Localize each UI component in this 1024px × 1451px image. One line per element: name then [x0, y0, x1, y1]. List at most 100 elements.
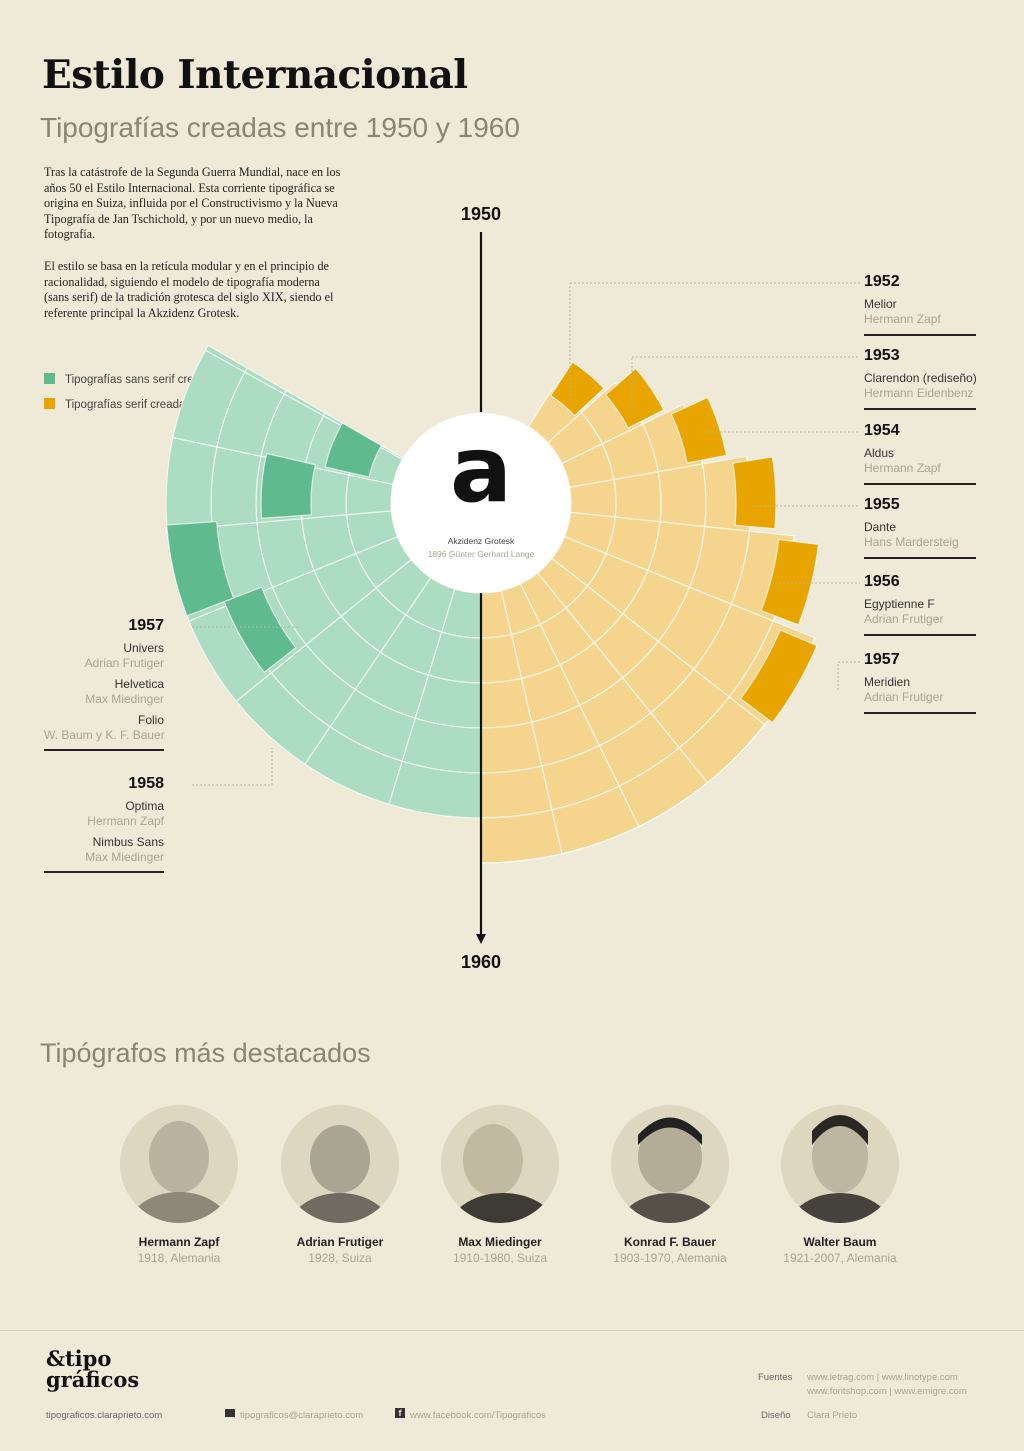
entry-author: Max Miedinger [85, 692, 164, 706]
portrait-silhouette [289, 1125, 391, 1223]
entry-author: Adrian Frutiger [864, 612, 944, 626]
entry-font-name: Melior [864, 297, 897, 311]
entry-year: 1955 [864, 496, 900, 513]
serif-year-wedge [760, 538, 820, 626]
entry-font-name: Nimbus Sans [92, 835, 164, 849]
center-font-name: Akzidenz Grotesk [447, 536, 515, 546]
sans-year-wedge [166, 520, 235, 617]
entry-font-name: Univers [123, 641, 164, 655]
entry-author: Hans Mardersteig [864, 535, 959, 549]
intro-paragraph-1: Tras la catástrofe de la Segunda Guerra … [44, 165, 341, 242]
footer-facebook-link[interactable]: www.facebook.com/Tipograficos [410, 1410, 546, 1421]
sans-year-wedge [324, 422, 383, 478]
footer-divider [0, 1330, 1024, 1331]
serif-entry-1956: 1956 Egyptienne F Adrian Frutiger [864, 573, 976, 636]
footer-site-link[interactable]: tipograficos.claraprieto.com [46, 1410, 163, 1421]
designer-info: 1910-1980, Suiza [452, 1251, 548, 1265]
leader-lines-group [192, 282, 860, 786]
intro-paragraph-2: El estilo se basa en la retícula modular… [44, 259, 334, 320]
entry-font-name: Optima [125, 799, 164, 813]
serif-entry-1952: 1952 Melior Hermann Zapf [864, 273, 976, 336]
entry-font-name: Aldus [864, 446, 895, 460]
designer-card: Hermann Zapf 1918, Alemania [99, 1105, 259, 1265]
entry-author: Hermann Eidenbenz [864, 386, 974, 400]
entry-font-name: Folio [137, 713, 164, 727]
portrait-silhouette [617, 1117, 723, 1223]
designer-info: 1928, Suiza [308, 1251, 372, 1265]
entry-author: Hermann Zapf [864, 312, 941, 326]
serif-year-wedge [670, 396, 728, 464]
portrait-image [441, 1105, 559, 1223]
page-subtitle: Tipografías creadas entre 1950 y 1960 [40, 112, 520, 143]
timeline-end-label: 1960 [460, 952, 502, 972]
designer-name: Max Miedinger [458, 1235, 542, 1249]
portrait-image [611, 1105, 729, 1223]
designer-info: 1918, Alemania [137, 1251, 221, 1265]
serif-entry-1954: 1954 Aldus Hermann Zapf [864, 422, 976, 485]
center-font-info: 1896 Günter Gerhard Lange [427, 549, 535, 559]
entry-font-name: Dante [864, 520, 897, 534]
facebook-icon: f [395, 1408, 405, 1418]
designer-card: Max Miedinger 1910-1980, Suiza [420, 1105, 580, 1265]
radial-timeline-chart [165, 232, 860, 944]
portrait-image [120, 1105, 238, 1223]
entry-font-name: Helvetica [114, 677, 164, 691]
footer-design-label: Diseño [761, 1410, 791, 1421]
entry-year: 1957 [128, 617, 164, 634]
entry-author: Max Miedinger [85, 850, 164, 864]
portrait-image [781, 1105, 899, 1223]
entry-font-name: Meridien [864, 675, 911, 689]
sectors-group [165, 344, 820, 864]
entry-author: Adrian Frutiger [84, 656, 164, 670]
center-circle [391, 413, 571, 593]
designer-card: Konrad F. Bauer 1903-1970, Alemania [590, 1105, 750, 1265]
sans-cell [165, 436, 218, 532]
designer-name: Konrad F. Bauer [623, 1235, 716, 1249]
sans-cell [204, 344, 248, 373]
serif-year-wedge [604, 367, 665, 429]
center-glyph: a [449, 416, 513, 523]
designer-card: Walter Baum 1921-2007, Alemania [760, 1105, 920, 1265]
timeline-start-label: 1950 [460, 204, 502, 224]
entry-year: 1954 [864, 422, 900, 439]
serif-cell [480, 721, 543, 774]
designer-name: Adrian Frutiger [296, 1235, 384, 1249]
page-title: Estilo Internacional [42, 52, 468, 98]
serif-entry-1957: 1957 Meridien Adrian Frutiger [864, 651, 976, 714]
entry-font-name: Egyptienne F [864, 597, 935, 611]
sans-entry-1958: 1958 Optima Hermann Zapf Nimbus Sans Max… [44, 775, 164, 873]
designer-name: Walter Baum [803, 1235, 877, 1249]
portrait-silhouette [448, 1124, 558, 1223]
designer-info: 1921-2007, Alemania [783, 1251, 897, 1265]
footer-sources-line-2[interactable]: www.fontshop.com | www.emigre.com [807, 1386, 967, 1397]
footer-email-link[interactable]: tipograficos@claraprieto.com [240, 1410, 364, 1421]
portrait-silhouette [127, 1121, 231, 1223]
entry-author: Hermann Zapf [87, 814, 164, 828]
sans-year-wedge [223, 586, 297, 674]
serif-cell [613, 471, 662, 523]
mail-icon [225, 1409, 235, 1417]
entry-year: 1953 [864, 347, 900, 364]
designers-title: Tipógrafos más destacados [40, 1038, 371, 1068]
sans-cell [210, 446, 262, 528]
portrait-image [281, 1105, 399, 1223]
timeline-arrowhead [476, 934, 486, 944]
serif-entry-1953: 1953 Clarendon (rediseño) Hermann Eidenb… [864, 347, 977, 410]
designer-card: Adrian Frutiger 1928, Suiza [260, 1105, 420, 1265]
sans-year-wedge [260, 452, 317, 519]
footer-logo: &tipo gráficos [46, 1348, 139, 1390]
designer-info: 1903-1970, Alemania [613, 1251, 727, 1265]
logo-line-1: &tipo [46, 1346, 112, 1371]
entry-year: 1958 [128, 775, 164, 792]
serif-year-wedge [549, 361, 605, 417]
entry-year: 1957 [864, 651, 900, 668]
entry-year: 1956 [864, 573, 900, 590]
serif-cell [480, 765, 553, 819]
legend-serif-swatch [44, 398, 55, 409]
sans-entry-1957: 1957 Univers Adrian Frutiger Helvetica M… [44, 617, 165, 751]
entry-author: Hermann Zapf [864, 461, 941, 475]
legend-sans-swatch [44, 373, 55, 384]
entry-author: W. Baum y K. F. Bauer [44, 728, 165, 742]
footer-sources-line-1[interactable]: www.letrag.com | www.linotype.com [807, 1372, 958, 1383]
footer-sources-label: Fuentes [758, 1372, 793, 1383]
